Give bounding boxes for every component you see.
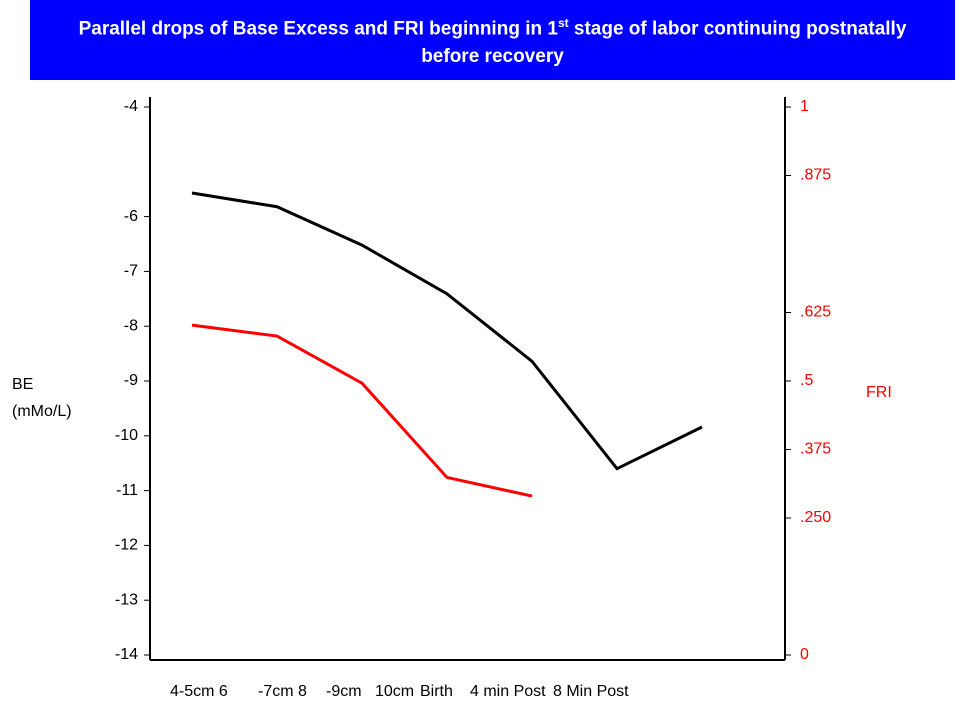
y2-tick-label: .375 bbox=[800, 441, 831, 458]
title-text: Parallel drops of Base Excess and FRI be… bbox=[78, 18, 558, 40]
y-tick-label: -8 bbox=[124, 317, 138, 334]
y-tick-label: -13 bbox=[115, 591, 138, 608]
y-tick-label: -11 bbox=[116, 482, 138, 499]
y2-tick-label: .250 bbox=[800, 509, 831, 526]
y2-tick-label: 0 bbox=[800, 646, 809, 663]
x-tick-label: 4-5cm 6 bbox=[170, 683, 228, 700]
line bbox=[191, 191, 703, 471]
y-tick-label: -9 bbox=[124, 372, 138, 389]
x-tick-label: -7cm 8 bbox=[258, 683, 307, 700]
y-tick-label: -10 bbox=[115, 427, 138, 444]
y-tick-label: -14 bbox=[115, 646, 138, 663]
y2-tick-label: .625 bbox=[800, 304, 831, 321]
y-axis-label: (mMo/L) bbox=[12, 403, 72, 420]
y2-tick-label: .5 bbox=[800, 372, 813, 389]
y-axis-label: BE bbox=[12, 376, 33, 393]
title-text: stage of labor continuing postnatally be… bbox=[421, 18, 907, 68]
x-tick-label: 8 Min Post bbox=[553, 683, 629, 700]
y2-tick-label: .875 bbox=[800, 167, 831, 184]
y-tick-label: -7 bbox=[124, 263, 138, 280]
x-tick-label: 4 min Post bbox=[470, 683, 546, 700]
y-tick-label: -4 bbox=[124, 98, 138, 115]
y2-axis-label: FRI bbox=[866, 384, 892, 401]
title-sup: st bbox=[557, 15, 569, 30]
x-tick-label: 10cm bbox=[375, 683, 414, 700]
y-tick-label: -12 bbox=[115, 537, 138, 554]
line bbox=[191, 323, 533, 498]
x-tick-label: Birth bbox=[420, 683, 453, 700]
x-tick-label: -9cm bbox=[326, 683, 362, 700]
y-tick-label: -6 bbox=[124, 208, 138, 225]
y2-tick-label: 1 bbox=[800, 98, 809, 115]
chart-title: Parallel drops of Base Excess and FRI be… bbox=[30, 0, 955, 80]
